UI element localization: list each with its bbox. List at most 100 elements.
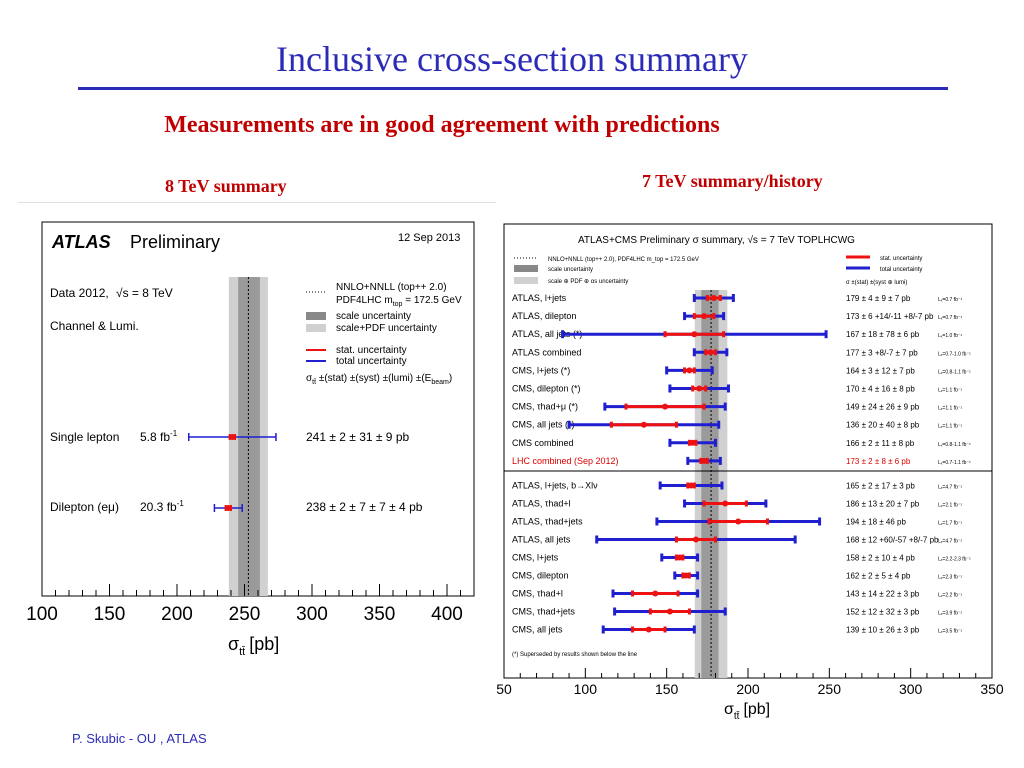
right-bottom-row-1-lumi: Lₓ=2.1 fb⁻¹	[938, 503, 962, 509]
right-top-row-3-point	[707, 349, 714, 356]
right-bottom-row-3-lumi: Lₓ=4.7 fb⁻¹	[938, 539, 962, 545]
right-bottom-row-3-result: 168 ± 12 +60/-57 +8/-7 pb	[846, 536, 939, 545]
right-bottom-row-3-point	[692, 536, 699, 543]
right-bottom-row-0-lumi: Lₓ=4.7 fb⁻¹	[938, 485, 962, 491]
right-legend-theory: NNLO+NNLL (top++ 2.0), PDF4LHC m_top = 1…	[548, 257, 699, 263]
right-top-row-0-lumi: Lₓ=0.7 fb⁻¹	[938, 297, 962, 303]
right-top-row-7-lumi: Lₓ=1.1 fb⁻¹	[938, 424, 962, 430]
right-bottom-row-8-label: CMS, all jets	[512, 625, 563, 635]
right-top-row-4-lumi: Lₓ=0.8-1.1 fb⁻¹	[938, 369, 971, 375]
right-bottom-row-6-result: 143 ± 14 ± 22 ± 3 pb	[846, 590, 920, 599]
right-bottom-row-0-label: ATLAS, l+jets, b→Xlν	[512, 481, 598, 491]
right-top-row-9-result: 173 ± 2 ± 8 ± 6 pb	[846, 457, 911, 466]
dilepton-lumi: 20.3 fb-1	[140, 499, 184, 514]
right-tick-label: 250	[818, 681, 842, 697]
right-top-row-3-label: ATLAS combined	[512, 347, 581, 357]
right-legend-pdf-swatch	[514, 277, 538, 284]
right-top-row-3-lumi: Lₓ=0.7-1.0 fb⁻¹	[938, 351, 971, 357]
right-bottom-row-2-point	[735, 518, 742, 525]
left-row-0-point	[229, 434, 236, 440]
right-top-row-6-lumi: Lₓ=1.1 fb⁻¹	[938, 406, 962, 412]
left-xlabel: σtt̄ [pb]	[228, 634, 279, 658]
legend-total-label: total uncertainty	[336, 356, 407, 367]
title-underline	[78, 87, 948, 90]
right-top-row-2-label: ATLAS, all jets (*)	[512, 329, 582, 339]
left-info-energy: √s = 8 TeV	[116, 286, 173, 300]
left-tick-label: 400	[431, 604, 463, 625]
single-lepton-lumi: 5.8 fb-1	[140, 429, 178, 444]
right-bottom-row-4-result: 158 ± 2 ± 10 ± 4 pb	[846, 554, 915, 563]
preliminary-label: Preliminary	[130, 232, 220, 252]
heading-divider	[18, 202, 496, 203]
right-top-row-8-lumi: Lₓ=0.8-1.1 fb⁻¹	[938, 442, 971, 448]
right-bottom-row-0-result: 165 ± 2 ± 17 ± 3 pb	[846, 482, 915, 491]
right-bottom-row-2-label: ATLAS, τhad+jets	[512, 517, 583, 527]
left-panel-heading: 8 TeV summary	[165, 176, 287, 196]
right-tick-label: 350	[980, 681, 1004, 697]
right-bottom-row-7-label: CMS, τhad+jets	[512, 607, 575, 617]
right-legend-total: total uncertainty	[880, 267, 922, 273]
right-tick-label: 100	[574, 681, 598, 697]
right-top-row-5-result: 170 ± 4 ± 16 ± 8 pb	[846, 385, 915, 394]
left-tick-label: 250	[229, 604, 261, 625]
left-date: 12 Sep 2013	[398, 232, 460, 244]
right-top-row-7-point	[640, 421, 647, 428]
dilepton-result: 238 ± 2 ± 7 ± 7 ± 4 pb	[306, 500, 423, 514]
right-top-row-1-label: ATLAS, dilepton	[512, 311, 576, 321]
right-bottom-row-4-point	[676, 554, 683, 561]
atlas-label: ATLAS	[51, 232, 111, 252]
right-top-row-0-result: 179 ± 4 ± 9 ± 7 pb	[846, 294, 911, 303]
right-bottom-row-5-label: CMS, dilepton	[512, 571, 569, 581]
right-bottom-row-7-lumi: Lₓ=3.9 fb⁻¹	[938, 611, 962, 617]
left-tick-label: 350	[364, 604, 396, 625]
right-top-row-4-result: 164 ± 3 ± 12 ± 7 pb	[846, 366, 915, 375]
right-top-row-2-lumi: Lₓ=1.0 fb⁻¹	[938, 333, 962, 339]
right-top-row-4-label: CMS, l+jets (*)	[512, 365, 570, 375]
right-plot-frame	[503, 223, 993, 679]
left-tick-label: 200	[161, 604, 193, 625]
right-legend-scale-swatch	[514, 265, 538, 272]
right-tick-label: 200	[736, 681, 760, 697]
legend-scale-swatch	[306, 312, 326, 320]
left-tick-label: 300	[296, 604, 328, 625]
right-top-row-3-result: 177 ± 3 +8/-7 ± 7 pb	[846, 348, 918, 357]
right-top-row-0-label: ATLAS, l+jets	[512, 293, 567, 303]
legend-format: σtt̄ ±(stat) ±(syst) ±(lumi) ±(Ebeam)	[306, 373, 452, 386]
legend-stat-label: stat. uncertainty	[336, 345, 407, 356]
right-bottom-row-2-result: 194 ± 18 ± 46 pb	[846, 518, 906, 527]
right-bottom-row-6-lumi: Lₓ=2.2 fb⁻¹	[938, 593, 962, 599]
legend-scale-label: scale uncertainty	[336, 311, 411, 322]
right-legend-format: σ ±(stat) ±(syst ⊕ lumi)	[846, 280, 907, 286]
right-bottom-row-4-label: CMS, l+jets	[512, 553, 559, 563]
right-top-row-5-label: CMS, dilepton (*)	[512, 384, 581, 394]
right-top-row-5-point	[696, 385, 703, 392]
legend-theory-line2: PDF4LHC mtop = 172.5 GeV	[336, 295, 462, 308]
legend-theory-line1: NNLO+NNLL (top++ 2.0)	[336, 282, 447, 293]
right-bottom-row-7-point	[666, 608, 673, 615]
right-tick-label: 50	[496, 681, 512, 697]
left-tick-label: 100	[26, 604, 58, 625]
right-bottom-row-5-lumi: Lₓ=2.3 fb⁻¹	[938, 575, 962, 581]
right-top-row-6-point	[662, 403, 669, 410]
right-top-row-2-point	[691, 331, 698, 338]
right-top-row-7-result: 136 ± 20 ± 40 ± 8 pb	[846, 421, 920, 430]
right-top-row-5-lumi: Lₓ=1.1 fb⁻¹	[938, 388, 962, 394]
right-legend-pdf: scale ⊕ PDF ⊕ αs uncertainty	[548, 279, 628, 285]
right-bottom-row-1-result: 186 ± 13 ± 20 ± 7 pb	[846, 500, 920, 509]
footer-credit: P. Skubic - OU , ATLAS	[72, 731, 207, 746]
right-bottom-row-1-label: ATLAS, τhad+l	[512, 499, 571, 509]
single-lepton-channel: Single lepton	[50, 430, 119, 444]
right-top-row-1-lumi: Lₓ=0.7 fb⁻¹	[938, 315, 962, 321]
right-bottom-row-8-lumi: Lₓ=3.5 fb⁻¹	[938, 629, 962, 635]
right-top-row-8-label: CMS combined	[512, 438, 574, 448]
right-footnote: (*) Superseded by results shown below th…	[512, 652, 638, 658]
left-tick-label: 150	[94, 604, 126, 625]
right-tick-label: 150	[655, 681, 679, 697]
right-bottom-row-0-point	[688, 482, 695, 489]
left-row-1-point	[225, 505, 232, 511]
right-bottom-row-8-point	[645, 626, 652, 633]
right-legend-stat: stat. uncertainty	[880, 256, 922, 262]
right-legend-scale: scale uncertainty	[548, 267, 593, 273]
slide-title: Inclusive cross-section summary	[276, 39, 748, 79]
